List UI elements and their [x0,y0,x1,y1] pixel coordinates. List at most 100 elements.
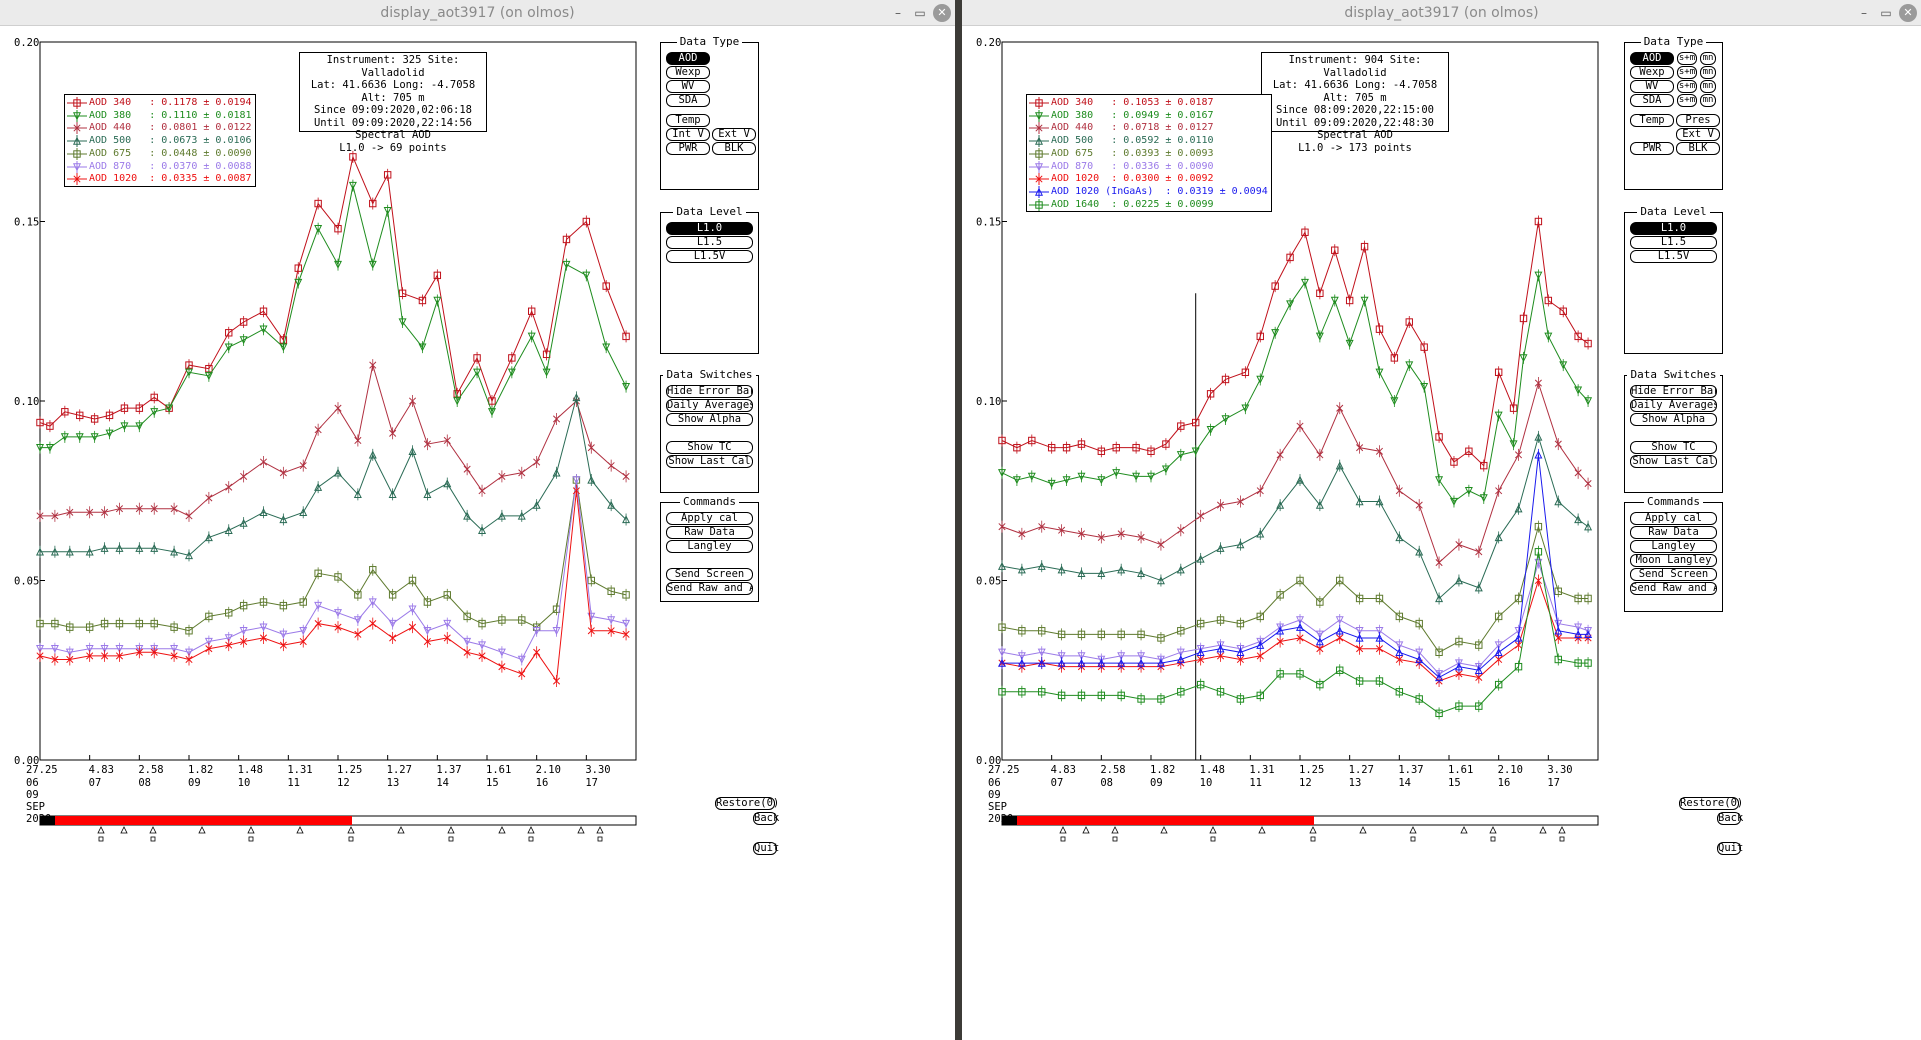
show-alpha-button[interactable]: Show Alpha [666,413,753,426]
info-line: Spectral AOD [355,129,431,141]
data-point [1037,561,1046,570]
hide-error-bars-button[interactable]: Hide Error Bars [666,385,753,398]
data-point [36,652,44,660]
timeline-scrollbar[interactable] [1001,815,1599,826]
quit-button[interactable]: Quit [753,842,780,855]
show-tc-button[interactable]: Show TC [666,441,753,454]
show-last-cal-button[interactable]: Show Last Cal [1630,455,1717,468]
daily-averages-button[interactable]: Daily Averages [1630,399,1717,412]
show-last-cal-button[interactable]: Show Last Cal [666,455,753,468]
data-point [1301,228,1309,236]
int-v-button[interactable]: Int V [666,128,710,141]
data-point [333,468,343,477]
minimize-icon[interactable]: – [1861,6,1867,20]
x-tick-day: 14 [436,777,449,789]
sum-mode-button[interactable]: s+m [1677,80,1697,93]
timeline-selection[interactable] [1017,816,1314,825]
data-point [204,533,213,542]
data-point [1241,368,1250,376]
x-tick-value: 3.30 [585,764,610,776]
data-point [998,623,1006,631]
maximize-icon[interactable]: ▭ [1880,6,1892,20]
back-button[interactable]: Back [753,812,780,825]
close-icon[interactable]: ✕ [1899,4,1917,22]
panel-title: Data Type [676,35,743,48]
legend-marker-icon [67,160,87,173]
right-titlebar[interactable]: display_aot3917 (on olmos) – ▭ ✕ [962,0,1921,26]
level-l1-5-button[interactable]: L1.5 [1630,236,1717,249]
ext-v-button[interactable]: Ext V [712,128,756,141]
data-point [1057,565,1066,574]
pwr-button[interactable]: PWR [1630,142,1674,155]
back-button[interactable]: Back [1717,812,1744,825]
data-type-wexp-button[interactable]: Wexp [666,66,710,79]
maximize-icon[interactable]: ▭ [914,6,926,20]
timeline-selection[interactable] [55,816,352,825]
mean-mode-button[interactable]: mn [1700,52,1716,65]
apply-cal-button[interactable]: Apply cal [666,512,753,525]
langley-button[interactable]: Langley [666,540,753,553]
data-type-aod-button[interactable]: AOD [1630,52,1674,65]
show-alpha-button[interactable]: Show Alpha [1630,413,1717,426]
timeline-tick-marker [97,826,105,834]
data-point [314,569,322,578]
apply-cal-button[interactable]: Apply cal [1630,512,1717,525]
minimize-icon[interactable]: – [895,6,901,20]
left-titlebar[interactable]: display_aot3917 (on olmos) – ▭ ✕ [0,0,955,26]
data-type-wv-button[interactable]: WV [666,80,710,93]
timeline-scrollbar[interactable] [39,815,637,826]
send-screen-button[interactable]: Send Screen [666,568,753,581]
level-l1-5v-button[interactable]: L1.5V [1630,250,1717,263]
restore-button[interactable]: Restore(0) [1679,797,1744,810]
mean-mode-button[interactable]: mn [1700,66,1716,79]
right-window: display_aot3917 (on olmos) – ▭ ✕ 0.20 0.1… [962,0,1921,1040]
restore-button[interactable]: Restore(0) [715,797,780,810]
data-point [225,483,233,491]
data-point [1216,501,1225,509]
data-type-aod-button[interactable]: AOD [666,52,710,65]
data-point [239,336,248,345]
langley-button[interactable]: Langley [1630,540,1717,553]
data-point [1197,512,1205,520]
mean-mode-button[interactable]: mn [1700,80,1716,93]
temp-button[interactable]: Temp [1630,114,1674,127]
data-type-sda-button[interactable]: SDA [1630,94,1674,107]
moon-langley-button[interactable]: Moon Langley [1630,554,1717,567]
daily-averages-button[interactable]: Daily Averages [666,399,753,412]
level-l1-0-button[interactable]: L1.0 [1630,222,1717,235]
raw-data-button[interactable]: Raw Data [1630,526,1717,539]
sum-mode-button[interactable]: s+m [1677,66,1697,79]
blk-button[interactable]: BLK [1676,142,1720,155]
mean-mode-button[interactable]: mn [1700,94,1716,107]
data-type-wv-button[interactable]: WV [1630,80,1674,93]
sum-mode-button[interactable]: s+m [1677,52,1697,65]
hide-error-bars-button[interactable]: Hide Error Bars [1630,385,1717,398]
date-label: SEP [988,801,1007,813]
data-point [1514,594,1523,603]
temp-button[interactable]: Temp [666,114,710,127]
quit-button[interactable]: Quit [1717,842,1744,855]
level-l1-5-button[interactable]: L1.5 [666,236,753,249]
data-type-wexp-button[interactable]: Wexp [1630,66,1674,79]
send-raw-and-aod-button[interactable]: Send Raw and AOD [666,582,753,595]
blk-button[interactable]: BLK [712,142,756,155]
data-type-sda-button[interactable]: SDA [666,94,710,107]
send-screen-button[interactable]: Send Screen [1630,568,1717,581]
pwr-button[interactable]: PWR [666,142,710,155]
send-raw-and-aod-button[interactable]: Send Raw and AOD [1630,582,1717,595]
close-icon[interactable]: ✕ [933,4,951,22]
level-l1-5v-button[interactable]: L1.5V [666,250,753,263]
data-point [259,325,268,334]
data-point [314,199,322,208]
sum-mode-button[interactable]: s+m [1677,94,1697,107]
raw-data-button[interactable]: Raw Data [666,526,753,539]
legend-entry: AOD 500 : 0.0673 ± 0.0106 [67,135,252,148]
data-point [1147,447,1155,455]
pres-button[interactable]: Pres [1676,114,1720,127]
ext-v-button[interactable]: Ext V [1676,128,1720,141]
data-point [1455,702,1463,710]
show-tc-button[interactable]: Show TC [1630,441,1717,454]
level-l1-0-button[interactable]: L1.0 [666,222,753,235]
